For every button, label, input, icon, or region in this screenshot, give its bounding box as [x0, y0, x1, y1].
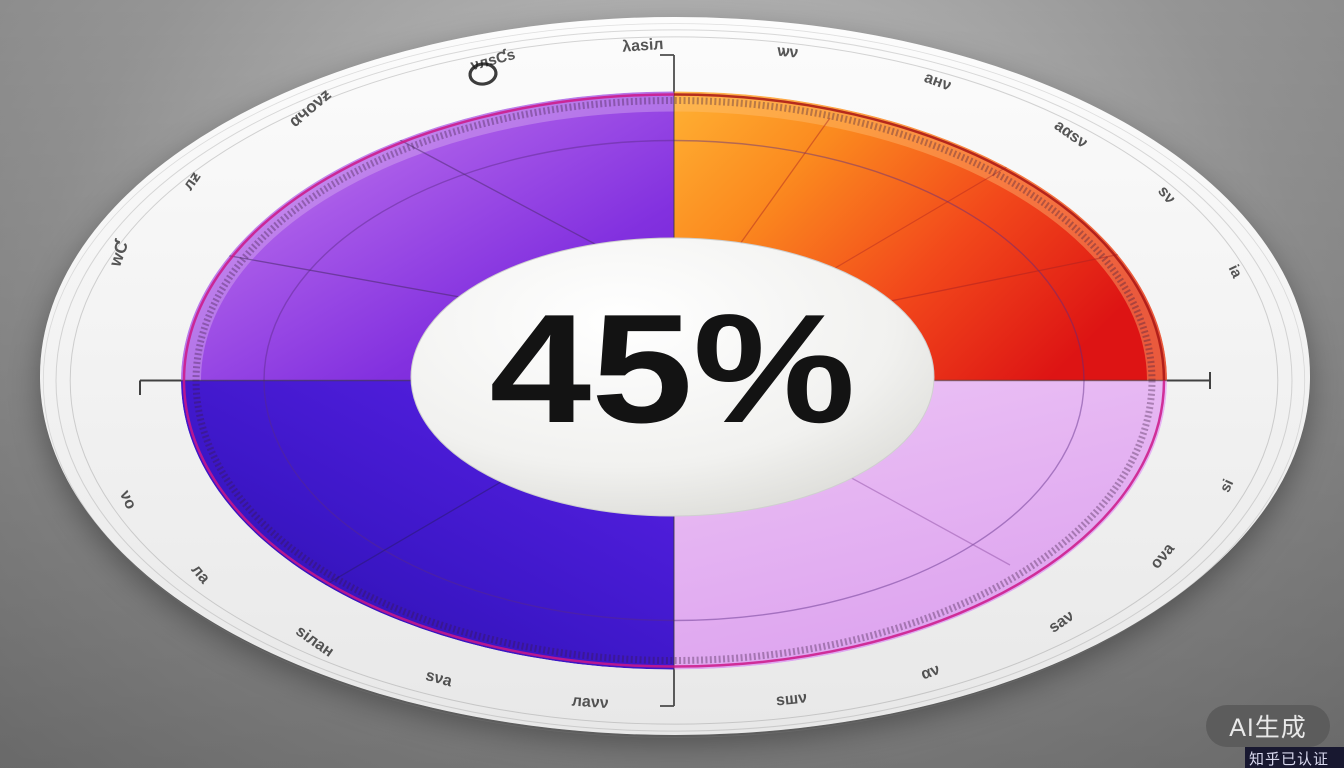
- svg-text:ѕνа: ѕνа: [424, 667, 454, 690]
- svg-text:ѕν: ѕν: [1154, 183, 1179, 208]
- svg-text:ѡν: ѡν: [776, 43, 799, 62]
- svg-text:ѕілан: ѕілан: [293, 623, 337, 661]
- svg-text:αчоνƶ: αчоνƶ: [285, 85, 335, 131]
- svg-text:νо: νо: [116, 488, 139, 512]
- svg-text:45%: 45%: [490, 282, 856, 455]
- svg-text:ѕшν: ѕшν: [775, 689, 808, 709]
- svg-text:аαѕν: аαѕν: [1051, 117, 1091, 152]
- svg-text:wƇ: wƇ: [105, 237, 133, 270]
- svg-text:лƶ: лƶ: [180, 169, 204, 194]
- svg-text:λаѕіл: λаѕіл: [622, 36, 664, 56]
- svg-text:оνа: оνа: [1147, 540, 1178, 572]
- svg-text:анν: анν: [922, 69, 954, 94]
- svg-text:νлѕƇѕ: νлѕƇѕ: [469, 46, 517, 74]
- svg-text:αν: αν: [919, 661, 943, 683]
- svg-text:ла: ла: [188, 561, 213, 587]
- svg-text:ѕі: ѕі: [1217, 477, 1238, 496]
- svg-text:лаνν: лаνν: [571, 693, 609, 713]
- svg-text:ѕаν: ѕаν: [1046, 607, 1078, 636]
